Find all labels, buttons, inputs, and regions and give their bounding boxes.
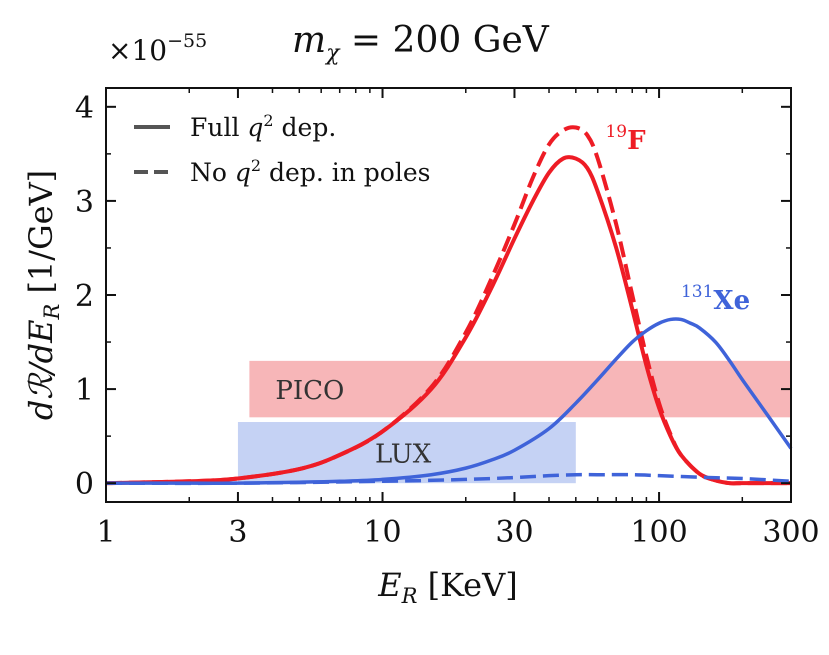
x-tick-label: 300: [762, 515, 819, 550]
annotation-xe: 131Xe: [681, 282, 750, 316]
bands-layer: PICO LUX: [237, 360, 791, 484]
y-tick-label: 3: [75, 185, 94, 220]
legend: Full q2 dep. No q2 dep. in poles: [134, 111, 430, 187]
pico-band-label: PICO: [275, 376, 344, 406]
y-tick-label: 4: [75, 91, 94, 126]
y-axis-label: dℛ/dER [1/GeV]: [22, 170, 64, 420]
y-scale-exponent: ×10−55: [108, 30, 207, 67]
x-tick-label: 1: [96, 515, 115, 550]
curves-layer: [105, 125, 793, 486]
chart-title: mχ = 200 GeV: [292, 20, 550, 66]
x-tick-label: 30: [495, 515, 533, 550]
annotation-f: 19F: [605, 122, 646, 156]
legend-label-full: Full q2 dep.: [190, 111, 336, 142]
lux-band: [237, 422, 576, 484]
curve-131xe-no-q2-in-poles: [105, 472, 792, 486]
lux-band-label: LUX: [375, 440, 432, 470]
y-tick-label: 0: [75, 467, 94, 502]
y-tick-label: 2: [75, 279, 94, 314]
legend-label-no-poles: No q2 dep. in poles: [190, 156, 430, 187]
annotations-layer: 19F 131Xe: [605, 122, 750, 316]
x-tick-label: 10: [363, 515, 401, 550]
x-tick-label: 100: [630, 515, 687, 550]
y-tick-label: 1: [75, 373, 94, 408]
x-axis-label: ER [KeV]: [377, 566, 517, 608]
x-tick-label: 3: [228, 515, 247, 550]
pico-band: [249, 360, 791, 418]
